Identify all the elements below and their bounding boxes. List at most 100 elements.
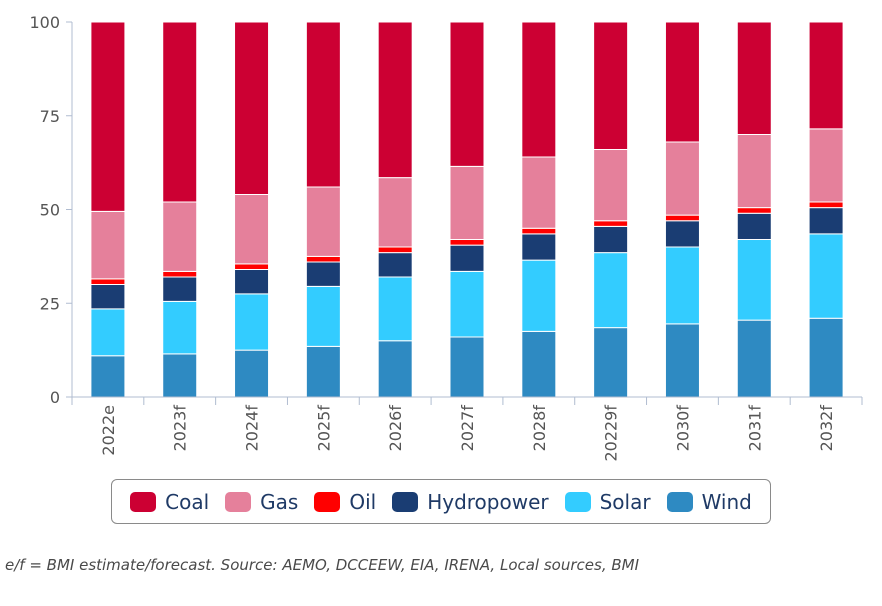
bar-oil-2023f	[162, 270, 198, 278]
bar-coal-2027f	[449, 21, 485, 167]
legend-swatch	[564, 491, 591, 512]
bar-gas-2028f	[521, 156, 557, 229]
bar-hydropower-20229f	[593, 225, 629, 254]
bar-oil-2027f	[449, 239, 485, 246]
bar-solar-2028f	[521, 259, 557, 332]
x-tick-label: 2026f	[386, 405, 405, 452]
bar-hydropower-2022e	[90, 284, 126, 310]
bar-hydropower-2026f	[377, 252, 413, 278]
bar-oil-2026f	[377, 246, 413, 254]
bar-gas-2027f	[449, 165, 485, 240]
legend-swatch	[666, 491, 693, 512]
bar-solar-2030f	[664, 246, 700, 325]
bar-hydropower-2027f	[449, 244, 485, 272]
bar-solar-2026f	[377, 276, 413, 342]
bar-wind-2026f	[377, 340, 413, 398]
bar-solar-2023f	[162, 300, 198, 355]
bar-oil-2030f	[664, 214, 700, 222]
bar-wind-2024f	[234, 349, 270, 398]
bar-oil-2025f	[305, 255, 341, 263]
bar-solar-2025f	[305, 285, 341, 347]
bar-wind-2023f	[162, 353, 198, 398]
bar-gas-2031f	[736, 134, 772, 209]
x-tick-label: 2025f	[314, 405, 333, 452]
y-tick-label: 50	[40, 201, 60, 220]
legend-label: Solar	[599, 489, 651, 514]
bar-coal-2022e	[90, 21, 126, 212]
bar-hydropower-2028f	[521, 233, 557, 261]
legend-label: Gas	[260, 489, 299, 514]
bar-hydropower-2031f	[736, 212, 772, 240]
x-tick-label: 2032f	[817, 405, 836, 452]
x-tick-label: 2024f	[243, 405, 262, 452]
legend-item-wind[interactable]: Wind	[666, 489, 752, 514]
stacked-bar-chart: 0 25 50 75 100 2022e 2023f 2024f 2025f 2026f 2027f…	[29, 13, 863, 462]
bar-gas-20229f	[593, 149, 629, 222]
legend-item-solar[interactable]: Solar	[564, 489, 651, 514]
bar-solar-20229f	[593, 252, 629, 329]
legend-swatch	[130, 491, 157, 512]
y-tick-label: 75	[40, 107, 60, 126]
bar-coal-2025f	[305, 21, 341, 188]
bar-solar-2032f	[808, 233, 844, 319]
bar-wind-2025f	[305, 345, 341, 398]
x-tick-label: 2030f	[673, 405, 692, 452]
bar-oil-2022e	[90, 278, 126, 285]
legend-item-oil[interactable]: Oil	[314, 490, 376, 514]
bar-coal-20229f	[593, 21, 629, 150]
x-tick-label: 2023f	[171, 405, 190, 452]
x-tick-label: 2028f	[530, 405, 549, 452]
bar-gas-2030f	[664, 141, 700, 216]
bar-hydropower-2023f	[162, 276, 198, 302]
bar-wind-2022e	[90, 355, 126, 398]
bar-gas-2025f	[305, 186, 341, 257]
x-tick-label: 2027f	[458, 405, 477, 452]
bar-gas-2023f	[162, 201, 198, 272]
legend-swatch	[314, 491, 341, 512]
legend-swatch	[392, 491, 419, 512]
bar-coal-2031f	[736, 21, 772, 135]
legend-item-gas[interactable]: Gas	[225, 490, 298, 514]
bar-coal-2026f	[377, 21, 413, 179]
bar-wind-2028f	[521, 330, 557, 398]
y-tick-label: 25	[40, 294, 60, 313]
legend-label: Wind	[701, 489, 752, 514]
bar-coal-2024f	[234, 21, 270, 195]
bar-gas-2022e	[90, 210, 126, 280]
legend-item-coal[interactable]: Coal	[130, 490, 209, 514]
bar-wind-20229f	[593, 327, 629, 398]
bar-hydropower-2032f	[808, 207, 844, 235]
x-tick-label: 2022e	[99, 405, 118, 456]
bar-coal-2030f	[664, 21, 700, 143]
legend-item-hydropower[interactable]: Hydropower	[392, 489, 549, 514]
x-tick-label: 2031f	[745, 405, 764, 452]
bar-gas-2024f	[234, 194, 270, 265]
bar-hydropower-2030f	[664, 220, 700, 248]
bar-solar-2024f	[234, 293, 270, 351]
legend-label: Oil	[349, 489, 377, 514]
y-tick-label: 0	[50, 388, 60, 407]
bar-coal-2032f	[808, 21, 844, 130]
bar-solar-2022e	[90, 308, 126, 357]
legend-label: Hydropower	[427, 489, 549, 514]
bar-wind-2031f	[736, 319, 772, 398]
bar-hydropower-2024f	[234, 269, 270, 295]
bar-wind-2027f	[449, 336, 485, 398]
bar-gas-2032f	[808, 128, 844, 203]
bar-hydropower-2025f	[305, 261, 341, 287]
bar-oil-2032f	[808, 201, 844, 209]
bar-solar-2027f	[449, 270, 485, 338]
x-tick-label: 20229f	[602, 405, 621, 462]
bar-gas-2026f	[377, 177, 413, 248]
bar-oil-2031f	[736, 207, 772, 214]
bar-solar-2031f	[736, 239, 772, 321]
bar-wind-2032f	[808, 317, 844, 398]
legend-label: Coal	[165, 489, 210, 514]
bar-coal-2023f	[162, 21, 198, 203]
footnote: e/f = BMI estimate/forecast. Source: AEM…	[5, 556, 640, 574]
bar-oil-2028f	[521, 227, 557, 235]
bar-coal-2028f	[521, 21, 557, 158]
legend-swatch	[225, 491, 252, 512]
bar-oil-2024f	[234, 263, 270, 270]
bar-wind-2030f	[664, 323, 700, 398]
